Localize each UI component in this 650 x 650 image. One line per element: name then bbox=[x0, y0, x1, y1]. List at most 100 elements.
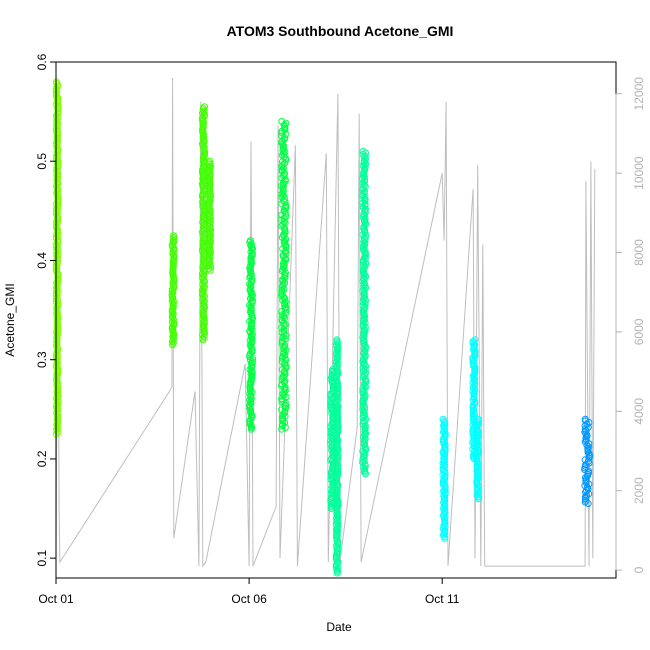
data-point bbox=[470, 390, 478, 398]
x-tick-label: Oct 06 bbox=[231, 592, 267, 606]
y2-tick-label: 6000 bbox=[632, 318, 646, 345]
x-axis-label: Date bbox=[326, 620, 352, 634]
data-point bbox=[278, 166, 286, 174]
data-point bbox=[247, 303, 255, 311]
data-point bbox=[361, 263, 369, 271]
data-point bbox=[168, 318, 176, 326]
data-point bbox=[280, 258, 288, 266]
data-point bbox=[170, 251, 178, 259]
data-point bbox=[581, 428, 589, 436]
data-point bbox=[248, 250, 256, 257]
data-point bbox=[170, 232, 178, 240]
data-point bbox=[332, 473, 340, 480]
y-tick-label: 0.3 bbox=[35, 351, 49, 368]
altitude-line bbox=[55, 77, 596, 568]
data-point bbox=[170, 334, 178, 342]
data-point bbox=[581, 482, 589, 490]
data-point bbox=[281, 148, 289, 156]
data-point bbox=[279, 184, 287, 192]
data-point bbox=[278, 132, 286, 140]
series-cluster-5 bbox=[278, 118, 290, 433]
data-point bbox=[279, 197, 287, 204]
data-point bbox=[170, 298, 178, 306]
data-point bbox=[199, 321, 207, 329]
data-points-layer bbox=[52, 78, 593, 577]
data-point bbox=[278, 190, 286, 198]
data-point bbox=[282, 119, 290, 127]
data-point bbox=[247, 370, 255, 378]
data-point bbox=[199, 273, 207, 281]
series-cluster-12 bbox=[581, 415, 593, 508]
data-point bbox=[439, 448, 447, 456]
data-point bbox=[441, 489, 449, 497]
data-point bbox=[53, 165, 61, 173]
data-point bbox=[361, 163, 369, 171]
data-point bbox=[359, 184, 367, 192]
data-point bbox=[280, 330, 288, 338]
data-point bbox=[334, 497, 342, 505]
data-point bbox=[200, 297, 208, 305]
data-point bbox=[471, 411, 479, 419]
y-axis-label: Acetone_GMI bbox=[3, 283, 17, 356]
data-point bbox=[361, 366, 369, 373]
data-point bbox=[169, 240, 177, 248]
data-point bbox=[362, 220, 370, 227]
data-point bbox=[333, 336, 341, 344]
data-point bbox=[199, 228, 206, 236]
data-point bbox=[361, 176, 369, 184]
data-point bbox=[54, 236, 62, 243]
y2-tick-label: 0 bbox=[632, 566, 646, 573]
x-tick-label: Oct 11 bbox=[425, 592, 460, 606]
data-point bbox=[585, 443, 593, 451]
data-point bbox=[247, 359, 255, 367]
data-point bbox=[205, 219, 213, 227]
data-point bbox=[54, 232, 62, 240]
series-cluster-8 bbox=[359, 147, 370, 478]
data-point bbox=[205, 240, 213, 248]
data-point bbox=[54, 364, 62, 372]
data-point bbox=[168, 341, 176, 349]
data-point bbox=[278, 118, 286, 125]
data-point bbox=[280, 322, 288, 330]
y-tick-label: 0.2 bbox=[35, 450, 49, 467]
data-point bbox=[281, 367, 288, 375]
data-point bbox=[278, 287, 286, 295]
data-point bbox=[333, 397, 340, 405]
data-point bbox=[249, 296, 256, 304]
data-point bbox=[201, 103, 208, 111]
data-point bbox=[199, 212, 207, 220]
data-point bbox=[279, 372, 287, 380]
data-point bbox=[169, 336, 177, 344]
data-point bbox=[170, 245, 178, 253]
data-point bbox=[471, 380, 479, 388]
data-point bbox=[54, 207, 62, 214]
data-point bbox=[359, 179, 367, 187]
y-tick-label: 0.5 bbox=[35, 153, 49, 170]
data-point bbox=[360, 279, 368, 287]
data-point bbox=[54, 102, 62, 110]
data-point bbox=[328, 458, 336, 466]
data-point bbox=[53, 231, 61, 239]
data-point bbox=[53, 329, 61, 337]
data-point bbox=[200, 111, 208, 119]
data-point bbox=[169, 300, 177, 308]
data-point bbox=[359, 175, 367, 183]
data-point bbox=[474, 415, 482, 423]
data-point bbox=[440, 487, 447, 495]
data-point bbox=[469, 338, 477, 345]
data-point bbox=[206, 157, 214, 165]
data-point bbox=[280, 388, 288, 396]
data-point bbox=[279, 161, 287, 169]
data-point bbox=[334, 466, 342, 474]
data-point bbox=[205, 200, 213, 208]
data-point bbox=[54, 94, 62, 102]
data-point bbox=[54, 269, 62, 277]
series-cluster-2 bbox=[198, 103, 209, 344]
data-point bbox=[53, 121, 61, 129]
data-point bbox=[248, 298, 255, 306]
data-point bbox=[362, 284, 369, 292]
data-point bbox=[473, 462, 481, 470]
series-cluster-7 bbox=[332, 336, 342, 577]
data-point bbox=[205, 265, 213, 273]
